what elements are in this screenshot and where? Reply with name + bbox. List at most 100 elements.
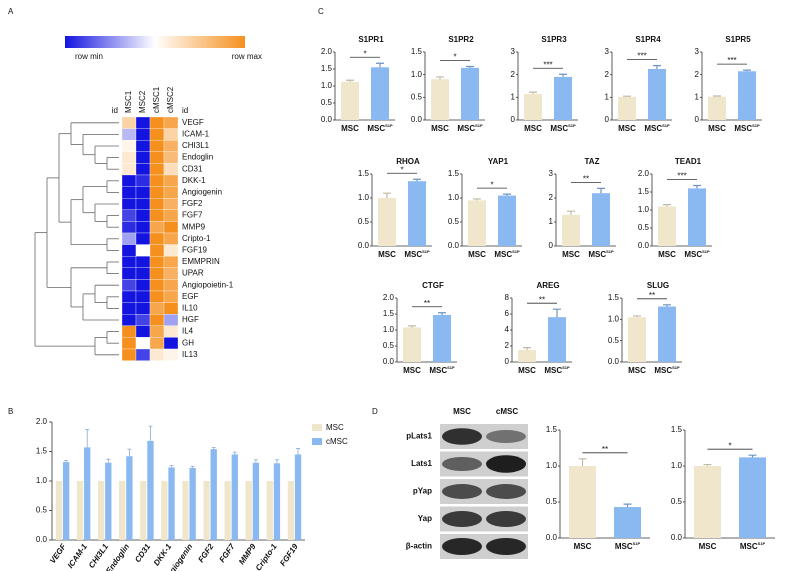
y-tick-label: 1 (605, 92, 610, 101)
y-tick-label: 1.0 (638, 205, 650, 214)
bar (468, 200, 486, 246)
y-tick-label: 1.0 (546, 461, 558, 470)
bar (84, 447, 91, 540)
heat-cell (163, 348, 179, 361)
category-superscript: S1P (512, 249, 520, 254)
y-tick-label: 1.0 (671, 461, 683, 470)
category-text: MSC (654, 366, 672, 375)
y-tick-label: 1 (549, 217, 554, 226)
bar (548, 317, 566, 362)
error-bar (567, 210, 575, 215)
x-tick-label: CD31 (133, 542, 152, 564)
heat-cell (163, 198, 179, 210)
category-superscript: S1P (606, 249, 614, 254)
error-bar (663, 204, 671, 207)
blot-row-label: pYap (413, 487, 432, 496)
heat-cell (135, 348, 151, 361)
bar (245, 481, 252, 540)
bar (658, 206, 676, 246)
heat-cell (149, 325, 165, 338)
bar (614, 507, 641, 538)
y-tick-label: 3 (605, 47, 610, 56)
heat-cell (149, 221, 165, 234)
heat-cell (163, 151, 179, 164)
heat-cell (149, 244, 165, 257)
category-superscript: S1P (447, 365, 455, 370)
bar (592, 193, 610, 246)
chart-title: SLUG (647, 281, 669, 290)
heat-cell (121, 128, 137, 141)
y-tick-label: 1.5 (321, 64, 333, 73)
error-bar (529, 91, 537, 94)
error-bar (148, 425, 153, 441)
error-bar (473, 198, 481, 201)
heat-cell (163, 116, 179, 129)
heat-cell (121, 221, 137, 234)
bar (273, 463, 281, 540)
row-label: DKK-1 (182, 176, 206, 185)
bar (62, 462, 70, 540)
row-label: GH (182, 338, 194, 347)
id-label: id (112, 106, 118, 115)
error-bar (748, 454, 757, 458)
heat-cell (135, 116, 151, 129)
y-tick-label: 0 (511, 115, 516, 124)
error-bar (408, 325, 416, 328)
scale-max-label: row max (232, 52, 262, 61)
error-bar (553, 308, 561, 318)
panel-letter: C (318, 7, 324, 16)
y-tick-label: 0.5 (36, 506, 48, 515)
category-text: MSC (429, 366, 447, 375)
bar (738, 71, 756, 120)
row-label: ICAM-1 (182, 130, 210, 139)
heat-cell (149, 198, 165, 210)
y-tick-label: 3 (511, 47, 516, 56)
y-tick-label: 1 (511, 92, 516, 101)
heat-cell (163, 244, 179, 257)
chart-title: S1PR1 (358, 35, 384, 44)
heat-cell (121, 302, 137, 315)
bar (554, 76, 572, 120)
x-tick-label: MSCS1P (734, 123, 760, 133)
x-tick-label: FGF7 (217, 542, 236, 564)
row-label: CHI3L1 (182, 141, 210, 150)
blot-band (442, 538, 482, 555)
heat-cell (121, 174, 137, 187)
y-tick-label: 0.5 (546, 497, 558, 506)
heat-cell (163, 174, 179, 187)
heat-cell (163, 232, 179, 245)
y-tick-label: 1.0 (411, 70, 423, 79)
bar (658, 306, 676, 362)
column-label: MSC1 (124, 90, 133, 113)
heat-cell (149, 163, 165, 176)
y-tick-label: 1.0 (448, 193, 460, 202)
blot-band (486, 511, 526, 527)
blot-band (486, 484, 526, 499)
heat-cell (163, 337, 179, 350)
blot-band (442, 511, 482, 527)
heat-cell (163, 267, 179, 280)
bar (618, 96, 636, 120)
significance-label: * (400, 165, 403, 174)
bar (105, 462, 112, 540)
heat-cell (163, 163, 179, 176)
y-tick-label: 1.5 (671, 425, 683, 434)
error-bar (436, 76, 444, 80)
heat-cell (121, 209, 137, 222)
category-text: MSC (550, 124, 568, 133)
heat-cell (121, 267, 137, 280)
x-tick-label: MSCS1P (494, 249, 520, 259)
significance-label: ** (602, 445, 608, 454)
heat-cell (121, 290, 137, 303)
bar (524, 93, 542, 120)
bar (694, 466, 721, 538)
y-tick-label: 1.5 (358, 169, 370, 178)
blot-row-label: Lats1 (411, 459, 432, 468)
error-bar (346, 79, 354, 82)
bar (739, 457, 766, 538)
panel-letter: B (8, 407, 13, 416)
legend-label: MSC (326, 423, 344, 432)
bar (203, 481, 210, 540)
category-superscript: S1P (662, 123, 670, 128)
row-label: Angiogenin (182, 188, 222, 197)
